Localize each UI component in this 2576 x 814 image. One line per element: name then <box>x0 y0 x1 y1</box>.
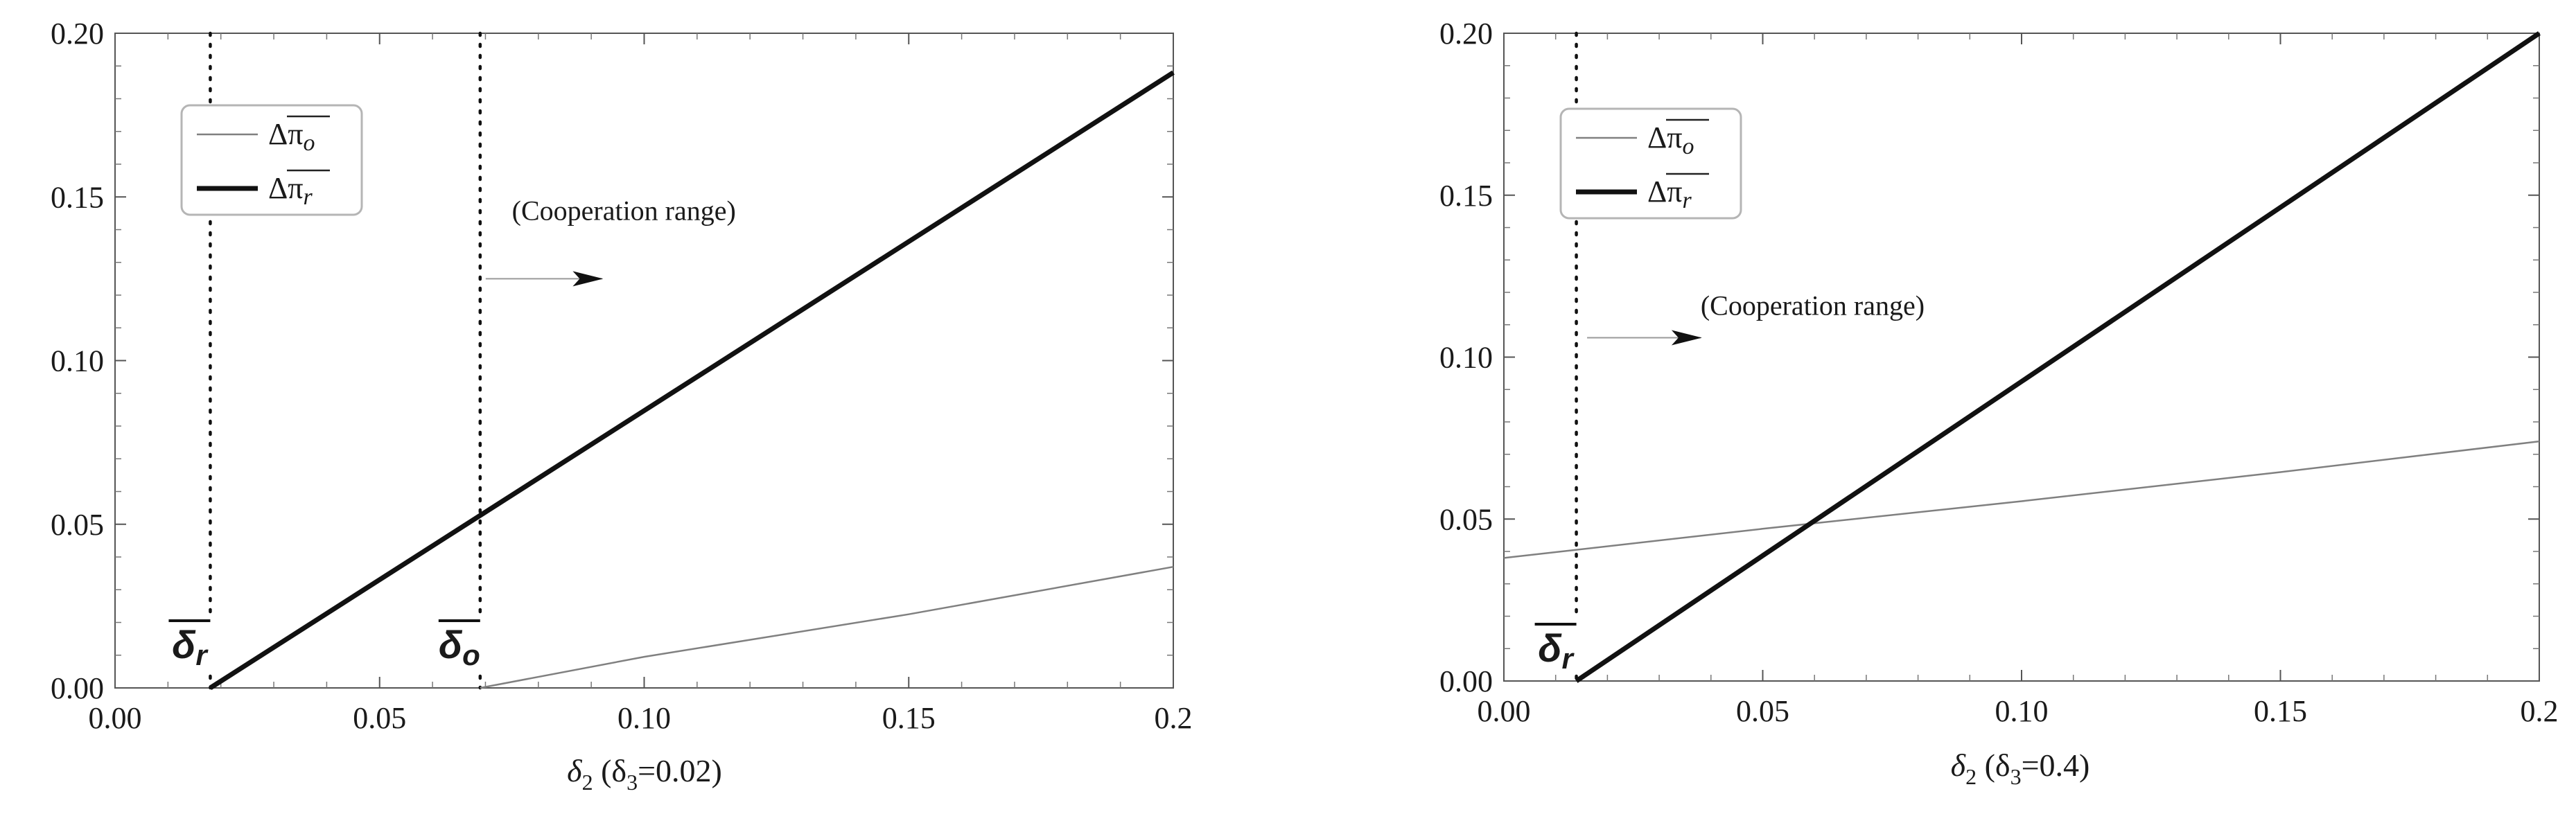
y-tick-label: 0.15 <box>1439 179 1493 213</box>
x-tick-label: 0.00 <box>89 701 142 735</box>
y-tick-label: 0.05 <box>51 508 104 542</box>
x-tick-label: 0.05 <box>1736 694 1789 728</box>
threshold-label-bg <box>434 615 484 669</box>
x-tick-label: 0.2 <box>2521 694 2559 728</box>
legend: Δπo Δπr <box>1559 107 1742 220</box>
threshold-label-bg <box>164 615 215 669</box>
cooperation-range-label: (Cooperation range) <box>512 195 736 226</box>
y-tick-label: 0.20 <box>51 17 104 51</box>
threshold-label-bg <box>1530 619 1581 673</box>
series-line-delta-pi-o <box>1503 440 2540 559</box>
x-tick-label: 0.15 <box>2254 694 2307 728</box>
y-tick-label: 0.10 <box>51 344 104 378</box>
cooperation-arrow-head <box>1671 330 1702 346</box>
legend-label-o: Δπo <box>1647 121 1694 159</box>
y-tick-label: 0.10 <box>1439 341 1493 375</box>
cooperation-range-label: (Cooperation range) <box>1701 290 1925 321</box>
y-tick-label: 0.20 <box>1439 17 1493 51</box>
series-line-delta-pi-o <box>480 565 1174 689</box>
x-tick-label: 0.15 <box>882 701 936 735</box>
x-tick-label: 0.10 <box>617 701 671 735</box>
legend-label-r: Δπr <box>1647 175 1692 213</box>
y-tick-label: 0.15 <box>51 180 104 214</box>
y-tick-label: 0.00 <box>1439 664 1493 698</box>
chart-panel-right: 0.00 0.05 0.10 0.15 0.2 0.00 0.05 0.10 0.15 0.20 δ… <box>1439 17 2559 789</box>
threshold-label-r: δr <box>1538 626 1575 675</box>
chart-panel-left: 0.00 0.05 0.10 0.15 0.2 0.00 0.05 0.10 0.15 0.20 δ… <box>51 17 1193 795</box>
x-tick-label: 0.10 <box>1995 694 2049 728</box>
legend-label-o: Δπo <box>268 117 315 156</box>
legend: Δπo Δπr <box>180 104 363 216</box>
legend-label-r: Δπr <box>268 171 313 210</box>
x-tick-label: 0.05 <box>353 701 406 735</box>
series-line-delta-pi-r <box>209 70 1175 690</box>
cooperation-arrow-head <box>572 271 604 287</box>
y-tick-label: 0.05 <box>1439 502 1493 536</box>
x-axis-label: δ2 (δ3=0.02) <box>567 753 722 795</box>
y-tick-label: 0.00 <box>51 671 104 705</box>
threshold-label-r: δr <box>172 623 209 671</box>
x-axis-label: δ2 (δ3=0.4) <box>1951 747 2090 789</box>
x-tick-label: 0.2 <box>1155 701 1193 735</box>
series-line-delta-pi-r <box>1575 31 2541 683</box>
x-tick-label: 0.00 <box>1478 694 1531 728</box>
threshold-label-o: δo <box>439 623 480 671</box>
